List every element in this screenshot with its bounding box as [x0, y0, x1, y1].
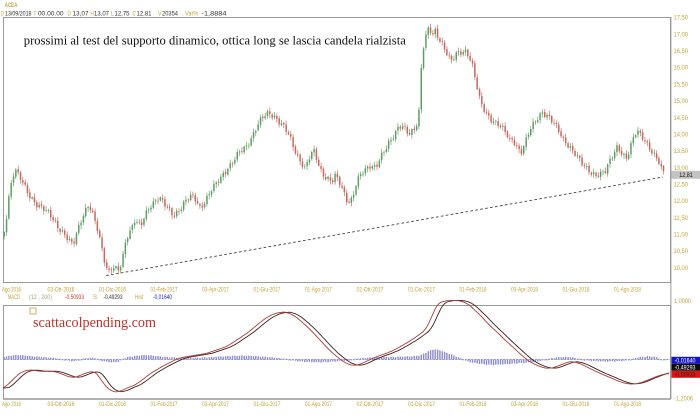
svg-text:17,50: 17,50	[674, 15, 689, 22]
svg-text:00.00.00: 00.00.00	[38, 10, 64, 17]
svg-text:01-Giu-2018: 01-Giu-2018	[563, 401, 590, 408]
svg-text:14,00: 14,00	[674, 131, 689, 138]
svg-text:03-Apr-2018: 03-Apr-2018	[511, 401, 538, 408]
svg-text:ACEA: ACEA	[5, 2, 18, 9]
svg-text:01-Giu-2017: 01-Giu-2017	[254, 401, 281, 408]
svg-text:03-Apr-2017: 03-Apr-2017	[202, 401, 229, 408]
svg-text:Hist: Hist	[135, 294, 144, 301]
svg-text:02-Ott-2017: 02-Ott-2017	[357, 286, 384, 293]
svg-text:Var%: Var%	[185, 10, 199, 17]
svg-text:S: S	[93, 294, 97, 301]
svg-text:13,07: 13,07	[94, 10, 110, 17]
svg-text:11,00: 11,00	[674, 232, 689, 239]
svg-text:13,07: 13,07	[73, 10, 90, 17]
svg-text:12,75: 12,75	[115, 10, 131, 17]
svg-text:15,50: 15,50	[674, 81, 689, 88]
svg-text:-1,2006: -1,2006	[674, 396, 694, 403]
svg-text:14,50: 14,50	[674, 115, 689, 122]
svg-text:(12 , 200): (12 , 200)	[29, 294, 52, 301]
svg-text:prossimi al test del supporto: prossimi al test del supporto dinamico, …	[24, 33, 406, 47]
svg-text:13/09/2018: 13/09/2018	[5, 10, 32, 17]
svg-text:Ago 2016: Ago 2016	[2, 401, 21, 408]
svg-text:16,50: 16,50	[674, 48, 689, 55]
svg-text:12,81: 12,81	[679, 172, 693, 179]
svg-text:13,50: 13,50	[674, 148, 689, 155]
svg-text:12,81: 12,81	[137, 10, 153, 17]
svg-text:12,50: 12,50	[674, 181, 689, 188]
svg-text:01-Dic-2017: 01-Dic-2017	[408, 401, 435, 408]
svg-text:-0,50933: -0,50933	[675, 372, 696, 379]
svg-text:1,0000: 1,0000	[674, 298, 692, 305]
svg-text:12,00: 12,00	[674, 198, 689, 205]
svg-text:01-Giu-2017: 01-Giu-2017	[254, 286, 281, 293]
svg-text:16,00: 16,00	[674, 65, 689, 72]
svg-text:01-Ago-2018: 01-Ago-2018	[614, 401, 641, 408]
svg-text:01-Dic-2017: 01-Dic-2017	[408, 286, 435, 293]
svg-text:01-Feb-2018: 01-Feb-2018	[460, 286, 487, 293]
svg-text:01-Feb-2017: 01-Feb-2017	[151, 286, 178, 293]
svg-text:01-Dic-2016: 01-Dic-2016	[99, 286, 126, 293]
svg-text:T: T	[33, 10, 36, 17]
svg-text:03-Apr-2018: 03-Apr-2018	[511, 286, 538, 293]
svg-text:-0,01640: -0,01640	[153, 294, 172, 301]
svg-text:D: D	[1, 10, 4, 17]
svg-text:01-Giu-2018: 01-Giu-2018	[563, 286, 590, 293]
svg-text:03-Apr-2017: 03-Apr-2017	[202, 286, 229, 293]
svg-text:13,00: 13,00	[674, 165, 689, 172]
svg-text:03-Ott-2016: 03-Ott-2016	[48, 286, 75, 293]
svg-text:-0,50933: -0,50933	[65, 294, 84, 301]
svg-text:-1,8884: -1,8884	[202, 10, 228, 17]
svg-text:-0,49293: -0,49293	[675, 365, 696, 372]
svg-text:01-Ago-2017: 01-Ago-2017	[305, 286, 332, 293]
svg-text:10,00: 10,00	[674, 265, 689, 272]
svg-text:01-Feb-2017: 01-Feb-2017	[151, 401, 178, 408]
svg-text:01-Feb-2018: 01-Feb-2018	[460, 401, 487, 408]
svg-text:17,00: 17,00	[674, 31, 689, 38]
svg-text:11,50: 11,50	[674, 215, 689, 222]
svg-text:01-Ago-2017: 01-Ago-2017	[305, 401, 332, 408]
svg-text:scattacolpending.com: scattacolpending.com	[33, 315, 156, 331]
svg-text:Ago 2016: Ago 2016	[2, 286, 21, 293]
svg-text:03-Ott-2016: 03-Ott-2016	[48, 401, 75, 408]
svg-text:15,00: 15,00	[674, 98, 689, 105]
svg-text:01-Dic-2016: 01-Dic-2016	[99, 401, 126, 408]
svg-text:O: O	[68, 10, 72, 17]
svg-text:01-Ago-2018: 01-Ago-2018	[614, 286, 641, 293]
svg-text:10,50: 10,50	[674, 248, 689, 255]
svg-text:20354: 20354	[162, 10, 179, 17]
svg-text:MACD: MACD	[8, 294, 20, 301]
svg-text:02-Ott-2017: 02-Ott-2017	[357, 401, 384, 408]
svg-text:-0,01640: -0,01640	[675, 358, 696, 365]
svg-text:-0,49293: -0,49293	[104, 294, 123, 301]
